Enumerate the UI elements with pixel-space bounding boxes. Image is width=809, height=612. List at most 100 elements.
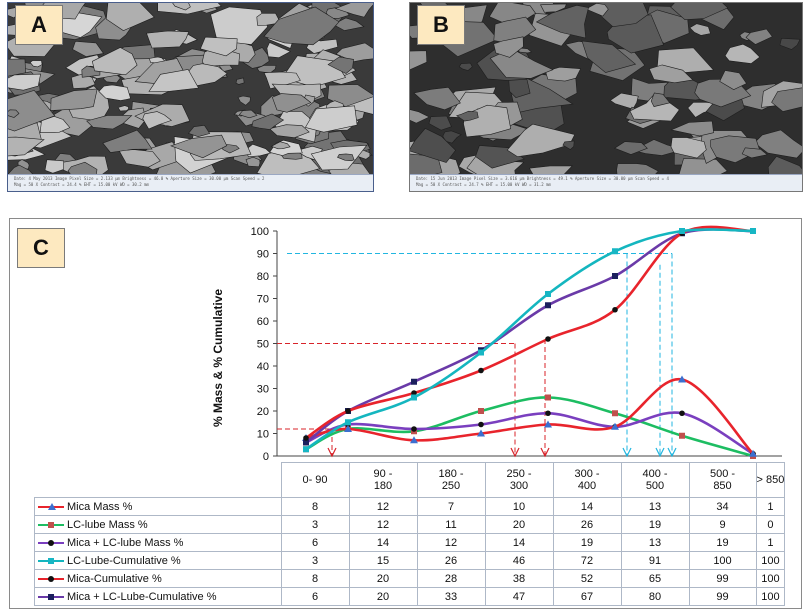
sem-particle	[172, 3, 191, 11]
legend-entry: LC-lube Mass %	[34, 515, 282, 534]
table-row: LC-Lube-Cumulative % 3 15 26 46 72 91 100 100	[34, 551, 786, 570]
sem-particle	[506, 123, 576, 158]
table-cell: 0	[755, 515, 786, 534]
data-point-mica_mass	[611, 422, 619, 430]
table-cell: 28	[416, 569, 486, 588]
y-tick-label: 60	[257, 316, 269, 328]
sem-particle	[237, 95, 251, 106]
table-cell: 6	[280, 533, 350, 552]
table-cell: 12	[416, 533, 486, 552]
data-point-lc_cum	[612, 248, 618, 255]
series-line-lc_mass	[305, 396, 754, 458]
table-cell: 12	[348, 515, 418, 534]
legend-key	[38, 520, 64, 530]
table-cell: 26	[552, 515, 622, 534]
legend-label: Mica-Cumulative %	[67, 572, 162, 585]
table-cell: 91	[620, 551, 690, 570]
data-point-mix_mass	[679, 410, 685, 417]
sem-particle	[98, 84, 131, 101]
chart-plot: 0 10 20 30 40 50 60 70 80 90 100 % Mass & % Cumula…	[211, 225, 782, 463]
sem-particle	[245, 156, 261, 168]
data-point-lc_mass	[679, 432, 685, 439]
sem-particle	[304, 105, 358, 133]
data-point-mica_mass	[749, 449, 757, 457]
y-axis-label: % Mass & % Cumulative	[211, 289, 225, 427]
legend-label: Mica Mass %	[67, 500, 133, 513]
y-tick-label: 0	[263, 451, 269, 463]
sem-particle	[148, 69, 199, 92]
sem-particle	[8, 89, 56, 132]
series-mica_cum	[303, 225, 756, 441]
table-cell: 6	[280, 587, 350, 606]
y-tick-label: 30	[257, 384, 269, 396]
sem-particle	[8, 136, 45, 157]
sem-particle	[146, 30, 190, 49]
y-tick-label: 70	[257, 294, 269, 306]
table-cell: 13	[620, 533, 690, 552]
sem-particle	[157, 3, 222, 15]
sem-particle	[493, 36, 524, 58]
legend-entry: Mica-Cumulative %	[34, 569, 282, 588]
sem-particle	[50, 88, 98, 111]
legend-entry: Mica + LC-lube Mass %	[34, 533, 282, 552]
table-cell: 99	[688, 587, 757, 606]
legend-label: Mica + LC-lube Mass %	[67, 536, 184, 549]
table-cell: 19	[688, 533, 757, 552]
sem-particle	[199, 36, 238, 57]
sem-particle	[238, 109, 258, 119]
legend-key	[38, 592, 64, 602]
legend-key	[38, 502, 64, 512]
x-category-label: 500 - 850	[688, 462, 757, 498]
data-point-lc_cum	[411, 394, 417, 401]
sem-particle	[334, 3, 373, 18]
data-point-mix_mass	[411, 426, 417, 432]
sem-particle	[44, 159, 65, 174]
panel-label-c: C	[17, 228, 65, 268]
data-point-mica_cum	[478, 367, 484, 374]
data-point-mica_cum	[345, 408, 351, 414]
legend-entry: Mica Mass %	[34, 497, 282, 516]
table-cell: 38	[484, 569, 554, 588]
sem-info-bar-b: Date: 15 Jun 2013 Image Pixel Size = 3.6…	[410, 174, 802, 191]
sem-texture-a	[8, 3, 373, 191]
sem-particle	[91, 47, 138, 76]
series-line-lc_cum	[305, 228, 754, 451]
data-point-lc_mass	[545, 394, 551, 401]
table-cell: 14	[552, 497, 622, 516]
table-cell: 20	[484, 515, 554, 534]
sem-particle	[771, 87, 802, 112]
sem-particle	[335, 42, 373, 63]
legend-key	[38, 538, 64, 548]
sem-particle	[724, 43, 761, 64]
sem-particle	[458, 62, 473, 71]
sem-particle	[337, 153, 355, 162]
x-category-label: > 850	[755, 462, 786, 498]
sem-particle	[585, 3, 609, 17]
guide-arrow	[622, 447, 632, 458]
sem-particle	[442, 130, 462, 144]
sem-particle	[456, 110, 479, 122]
sem-particle	[327, 56, 354, 74]
sem-particle	[105, 3, 155, 31]
y-tick-label: 100	[251, 226, 269, 238]
sem-particle	[72, 40, 105, 57]
table-row: LC-lube Mass % 3 12 11 20 26 19 9 0	[34, 515, 786, 534]
legend-key	[38, 556, 64, 566]
data-point-mix_mass	[478, 421, 484, 428]
data-point-lc_mass	[478, 408, 484, 414]
table-cell: 14	[348, 533, 418, 552]
table-row: Mica + LC-lube Mass % 6 14 12 14 19 13 19 1	[34, 533, 786, 552]
table-cell: 7	[416, 497, 486, 516]
y-tick-label: 90	[257, 249, 269, 261]
sem-particle	[562, 140, 575, 150]
table-cell: 72	[552, 551, 622, 570]
chart-panel: C 0 10 20 30 40 50 60 70 80 90 100 % Mass & % Cumu…	[9, 218, 802, 609]
sem-info-line: Date: 4 May 2013 Image Pixel Size = 2.13…	[14, 176, 265, 181]
sem-particle	[428, 115, 452, 131]
sem-texture-b	[410, 3, 802, 191]
data-point-mica_mass	[477, 429, 485, 437]
data-point-mica_mass	[678, 375, 686, 383]
legend-label: Mica + LC-Lube-Cumulative %	[67, 590, 217, 603]
sem-particle	[670, 137, 707, 159]
table-cell: 100	[688, 551, 757, 570]
